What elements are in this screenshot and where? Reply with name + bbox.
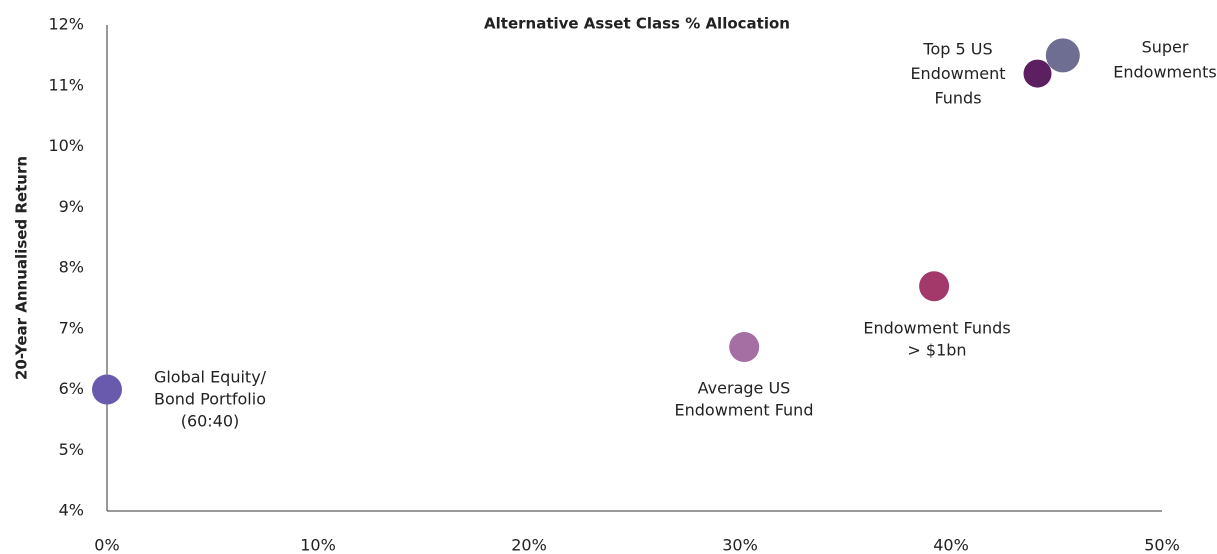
x-tick-label: 50% [1144,536,1180,554]
point-label: > $1bn [907,341,966,360]
chart-title: Alternative Asset Class % Allocation [484,15,790,33]
x-tick-label: 0% [94,536,119,554]
point-label: Endowment Funds [863,319,1010,338]
y-tick-label: 12% [48,15,84,34]
point-label: Endowment Fund [675,401,814,420]
x-tick-label: 20% [511,536,547,554]
y-tick-label: 4% [59,501,84,520]
x-tick-label: 30% [722,536,758,554]
y-tick-label: 9% [59,197,84,216]
y-tick-label: 6% [59,379,84,398]
point-label: Funds [934,89,981,108]
y-tick-label: 10% [48,136,84,155]
x-tick-label: 10% [300,536,336,554]
point [729,331,760,362]
y-tick-label: 8% [59,258,84,277]
y-tick-label: 7% [59,318,84,337]
point-label: Top 5 US [922,40,992,59]
y-axis-label: 20-Year Annualised Return [13,156,31,380]
point [92,374,122,405]
point-label: Endowments [1113,63,1216,82]
point-label: Average US [698,379,791,398]
x-tick-label: 40% [933,536,969,554]
point-label: Global Equity/ [154,368,267,387]
y-tick-label: 11% [48,75,84,94]
point-label: Super [1142,38,1189,57]
point-label: Endowment [910,64,1005,83]
y-tick-label: 5% [59,440,84,459]
point [919,271,950,302]
point-label: (60:40) [181,412,240,431]
point [1045,38,1080,73]
point-label: Bond Portfolio [154,390,266,409]
point [1023,59,1052,88]
